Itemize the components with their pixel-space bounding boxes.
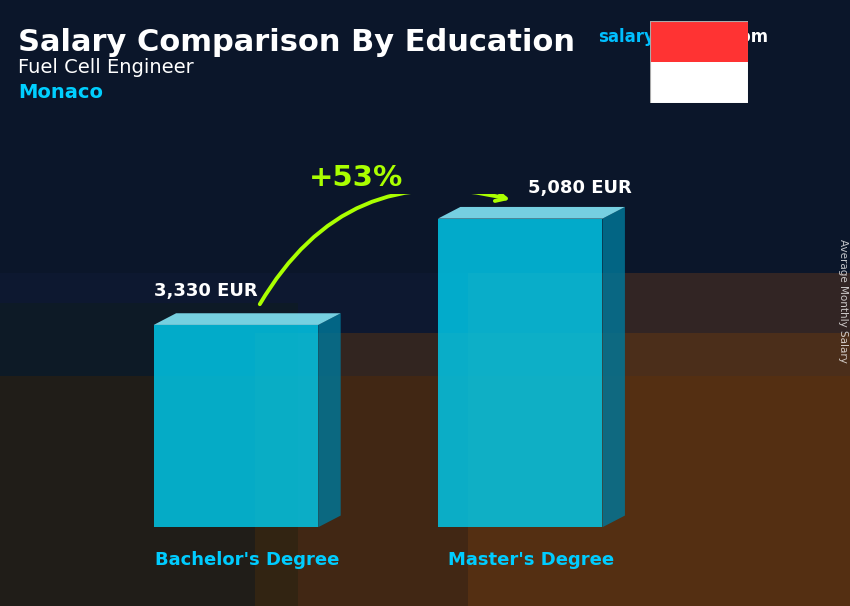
Text: 3,330 EUR: 3,330 EUR xyxy=(154,282,258,300)
Bar xyxy=(255,333,850,606)
Text: Bachelor's Degree: Bachelor's Degree xyxy=(155,550,339,568)
Text: Monaco: Monaco xyxy=(18,83,103,102)
Bar xyxy=(0,0,850,273)
Text: 5,080 EUR: 5,080 EUR xyxy=(528,179,632,197)
Text: .com: .com xyxy=(723,28,768,46)
Bar xyxy=(468,273,850,606)
Polygon shape xyxy=(438,219,603,527)
Polygon shape xyxy=(154,313,341,325)
Polygon shape xyxy=(603,207,625,527)
Bar xyxy=(650,62,748,103)
Text: Fuel Cell Engineer: Fuel Cell Engineer xyxy=(18,58,194,77)
Bar xyxy=(0,303,298,606)
Text: Salary Comparison By Education: Salary Comparison By Education xyxy=(18,28,575,57)
FancyArrowPatch shape xyxy=(260,190,506,304)
Text: Master's Degree: Master's Degree xyxy=(448,550,615,568)
Polygon shape xyxy=(318,313,341,527)
Bar xyxy=(0,376,850,606)
Text: Average Monthly Salary: Average Monthly Salary xyxy=(838,239,848,363)
Bar xyxy=(650,21,748,62)
Text: salary: salary xyxy=(598,28,654,46)
Text: explorer: explorer xyxy=(648,28,727,46)
Polygon shape xyxy=(438,207,625,219)
Text: +53%: +53% xyxy=(309,164,403,193)
Polygon shape xyxy=(154,325,318,527)
